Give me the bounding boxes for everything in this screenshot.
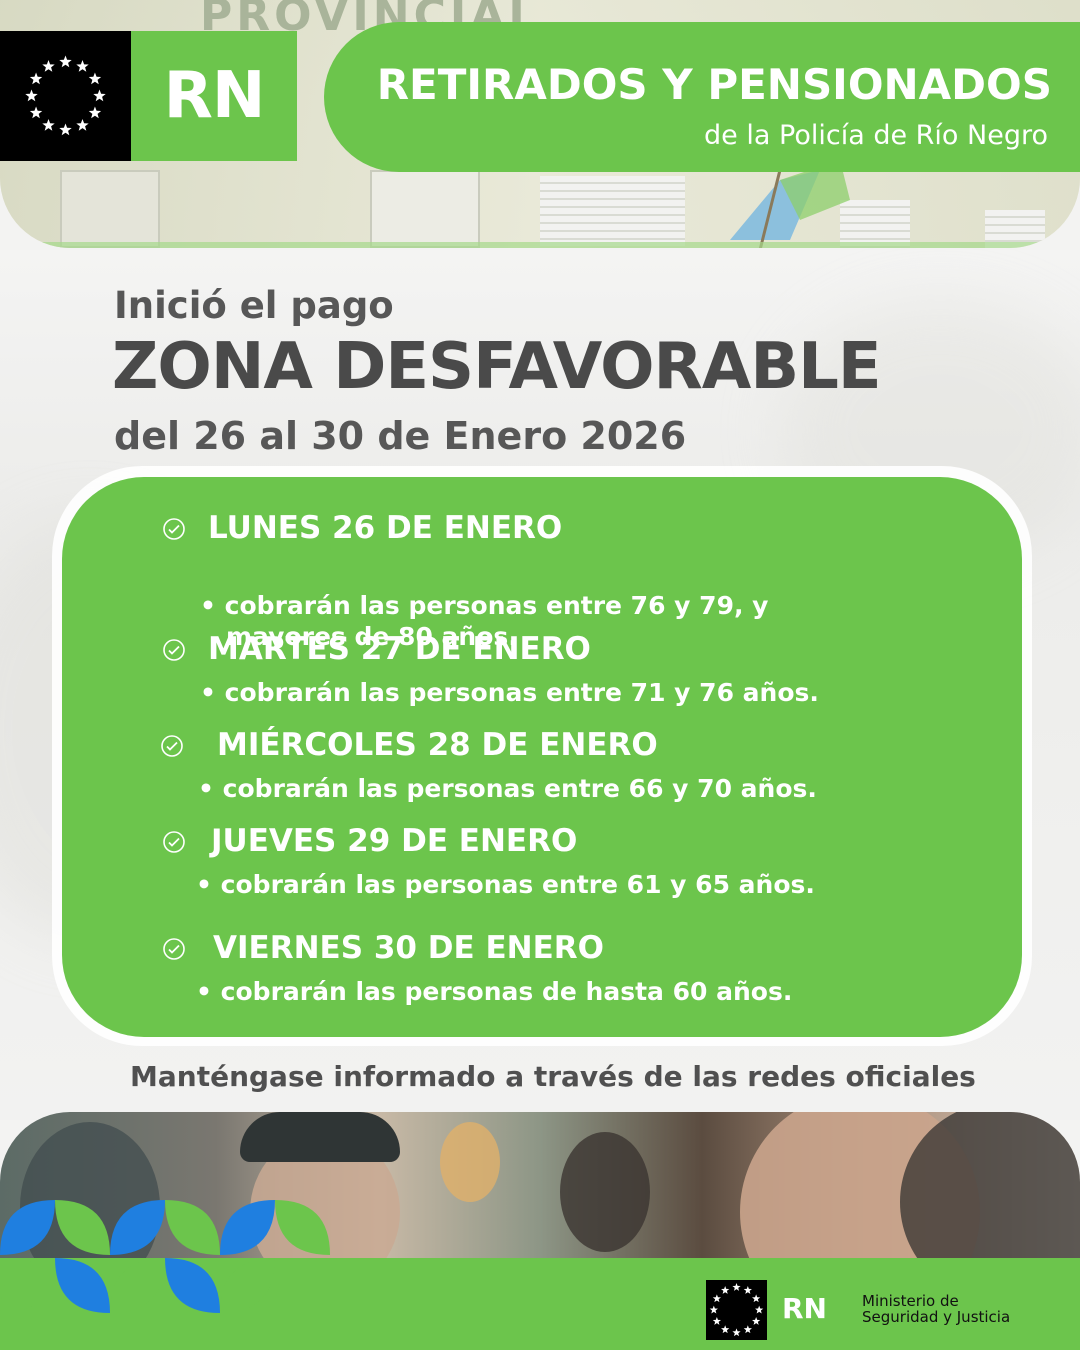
check-circle-icon xyxy=(163,518,185,540)
leaf-shape xyxy=(0,1258,55,1313)
leaf-shape xyxy=(165,1200,220,1255)
check-circle-icon xyxy=(163,831,185,853)
eu-stars-logo-icon xyxy=(709,1283,764,1337)
star xyxy=(732,1328,741,1337)
schedule-card: LUNES 26 DE ENERO • cobrarán las persona… xyxy=(62,477,1022,1037)
check-circle-icon xyxy=(163,639,185,661)
intro-dates: del 26 al 30 de Enero 2026 xyxy=(114,414,687,458)
leaf-shape xyxy=(0,1200,55,1255)
star xyxy=(76,118,89,131)
leaf-shape xyxy=(220,1200,275,1255)
star xyxy=(93,89,106,102)
leaf-shape xyxy=(55,1200,110,1255)
check-circle-icon xyxy=(161,735,183,757)
ministry-line-2: Seguridad y Justicia xyxy=(862,1308,1011,1326)
day-detail: • cobrarán las personas entre 71 y 76 añ… xyxy=(200,678,819,707)
star xyxy=(752,1294,761,1303)
ministry-line-1: Ministerio de xyxy=(862,1292,959,1310)
star xyxy=(721,1325,730,1334)
star xyxy=(755,1305,764,1314)
leaf-shape xyxy=(165,1258,220,1313)
page-subtitle: de la Policía de Río Negro xyxy=(704,120,1048,151)
star xyxy=(42,118,55,131)
eu-stars-logo-icon xyxy=(25,55,106,136)
star xyxy=(712,1317,721,1325)
day-detail: • cobrarán las personas entre 61 y 65 añ… xyxy=(196,870,815,899)
leaf-shape xyxy=(110,1200,165,1255)
leaf-shape xyxy=(110,1258,165,1313)
footer-eu-stars-logo xyxy=(706,1280,767,1340)
intro-headline: ZONA DESFAVORABLE xyxy=(112,330,882,404)
star xyxy=(29,72,43,85)
leaf-shape xyxy=(55,1258,110,1313)
star xyxy=(59,55,72,68)
star xyxy=(25,89,38,102)
star xyxy=(709,1305,718,1314)
star xyxy=(712,1294,721,1303)
check-circle-icon xyxy=(163,938,185,960)
day-detail: • cobrarán las personas entre 66 y 70 añ… xyxy=(198,774,817,803)
star xyxy=(752,1317,761,1325)
leaf-shape xyxy=(275,1200,330,1255)
star xyxy=(59,123,72,136)
eu-stars-logo xyxy=(0,31,131,161)
leaf-shape xyxy=(220,1258,275,1313)
star xyxy=(732,1283,741,1291)
page-title: RETIRADOS Y PENSIONADOS xyxy=(376,60,1052,109)
day-title: LUNES 26 DE ENERO xyxy=(208,510,563,546)
star xyxy=(743,1286,752,1294)
day-title: MIÉRCOLES 28 DE ENERO xyxy=(217,727,658,763)
star xyxy=(88,72,102,85)
star xyxy=(42,60,55,72)
intro-line-1: Inició el pago xyxy=(114,284,394,327)
star xyxy=(29,106,43,119)
day-title: JUEVES 29 DE ENERO xyxy=(211,823,578,859)
day-title: VIERNES 30 DE ENERO xyxy=(213,930,604,966)
ministry-name: Ministerio de Seguridad y Justicia xyxy=(862,1293,1010,1325)
footer-photo xyxy=(0,1112,1080,1282)
header-title-pill: RETIRADOS Y PENSIONADOS de la Policía de… xyxy=(324,22,1080,172)
footer-note: Manténgase informado a través de las red… xyxy=(130,1060,976,1093)
day-detail: mayores de 80 años. xyxy=(226,622,518,651)
rn-logo: RN xyxy=(131,31,297,161)
star xyxy=(743,1325,752,1334)
leaf-pattern-icon xyxy=(0,1200,330,1313)
footer-rn-logo: RN xyxy=(782,1292,827,1325)
day-title: MARTES 27 DE ENERO xyxy=(208,631,591,667)
star xyxy=(721,1286,730,1294)
day-detail: • cobrarán las personas de hasta 60 años… xyxy=(196,977,793,1006)
star xyxy=(88,106,102,119)
star xyxy=(76,60,89,72)
day-detail: • cobrarán las personas entre 76 y 79, y xyxy=(200,591,769,620)
